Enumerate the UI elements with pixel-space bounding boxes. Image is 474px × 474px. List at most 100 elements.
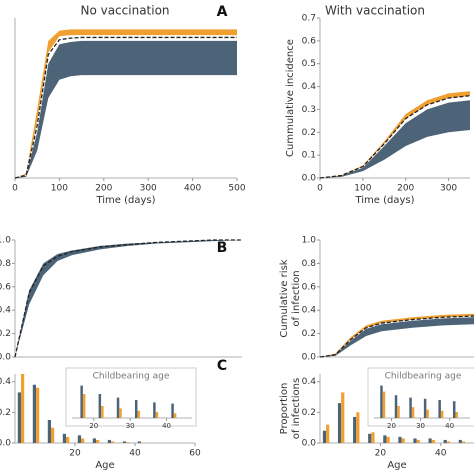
y-tick-label: 0.4 [302,306,317,316]
x-tick-label: 20 [387,422,396,430]
bar [98,394,102,418]
x-tick-label: 40 [435,449,447,459]
y-tick-label: 0.5 [302,59,316,69]
chart-title: With vaccination [325,4,425,18]
y-tick-label: 0.7 [302,14,316,24]
y-tick-label: 0.0 [302,353,317,363]
y-axis-label: of infections [291,378,302,439]
bar [446,441,451,443]
x-tick-label: 60 [189,449,201,459]
bar [398,436,402,443]
inset-title: Childbearing age [385,372,462,382]
x-tick-label: 100 [354,184,371,194]
bar [322,430,327,443]
bar [411,407,415,418]
bar [36,387,40,443]
bar [173,413,177,418]
panel-5: Childbearing age 20 30 40 [65,367,197,430]
y-tick-label: 0.2 [302,329,316,339]
panel-1: With vaccination 0 100 200 300 0.0 0.1 0.2 0.3 0.… [285,4,471,206]
band [15,40,237,178]
bar [383,435,387,443]
x-tick-label: 100 [51,184,68,194]
x-tick-label: 20 [69,449,81,459]
bar [32,384,36,443]
bar [126,442,130,443]
x-tick-label: 200 [397,184,414,194]
bar [119,408,122,418]
y-tick-label: 0.2 [0,329,11,339]
line [14,239,242,358]
bar [397,406,400,418]
bar [431,439,435,443]
x-axis-label: Time (days) [95,195,155,206]
bar [452,401,456,418]
x-tick-label: 200 [95,184,112,194]
bar [409,397,412,418]
bar [337,403,342,443]
x-axis-label: Age [95,460,114,471]
x-tick-label: 500 [228,184,245,194]
band [320,317,474,357]
y-axis-label: of infection [291,270,302,326]
y-tick-label: 1.0 [0,236,11,246]
y-tick-label: 0.4 [0,377,11,387]
y-axis-label: Cumulative risk [279,259,290,337]
bar [81,438,85,443]
x-axis-label: Time (days) [354,195,414,206]
bar [122,441,126,443]
y-tick-label: 0.4 [0,306,11,316]
bar [80,385,83,418]
x-tick-label: 300 [140,184,157,194]
bar [341,392,345,443]
x-tick-label: 40 [445,422,454,430]
bar [413,438,417,443]
y-tick-label: 1.0 [302,236,317,246]
bar [21,374,25,443]
y-tick-label: 0.4 [302,82,317,92]
bar [440,410,444,418]
bar [382,391,386,418]
bar [111,441,115,443]
x-tick-label: 400 [184,184,201,194]
bar [371,432,375,443]
y-axis-label: Proportion [279,383,290,435]
bar [47,420,51,443]
bar [394,395,398,418]
bar [137,441,141,443]
x-tick-label: 20 [89,422,98,430]
bar [171,403,174,418]
bar [416,439,420,443]
x-axis-label: Age [387,460,406,471]
panel-4: C 20 40 60 0.0 0.2 0.4 Age [0,358,227,471]
y-tick-label: 0.0 [302,174,317,184]
y-tick-label: 0.3 [302,105,316,115]
bar [326,424,330,443]
y-tick-label: 0.6 [302,282,317,292]
y-tick-label: 0.1 [302,151,316,161]
x-tick-label: 40 [162,422,171,430]
chart-title: No vaccination [80,4,169,18]
x-tick-label: 0 [317,184,323,194]
bar [153,402,156,418]
panel-label: B [217,240,228,256]
x-tick-label: 30 [126,422,135,430]
bar [107,439,111,443]
bar [51,427,55,443]
bar [428,438,432,443]
panel-6: 20 40 0.0 0.2 0.4 Age Proportion of infections [279,374,474,471]
bar [443,439,447,443]
bar [401,438,405,443]
bar [92,438,96,443]
y-tick-label: 0.2 [0,408,11,418]
bar [356,412,360,443]
y-tick-label: 0.0 [0,439,11,449]
bar [458,439,462,443]
bar [96,439,100,443]
bar [137,410,140,418]
bar [116,397,120,418]
bar [155,412,159,418]
panel-label: A [217,4,228,20]
bar [353,416,357,443]
